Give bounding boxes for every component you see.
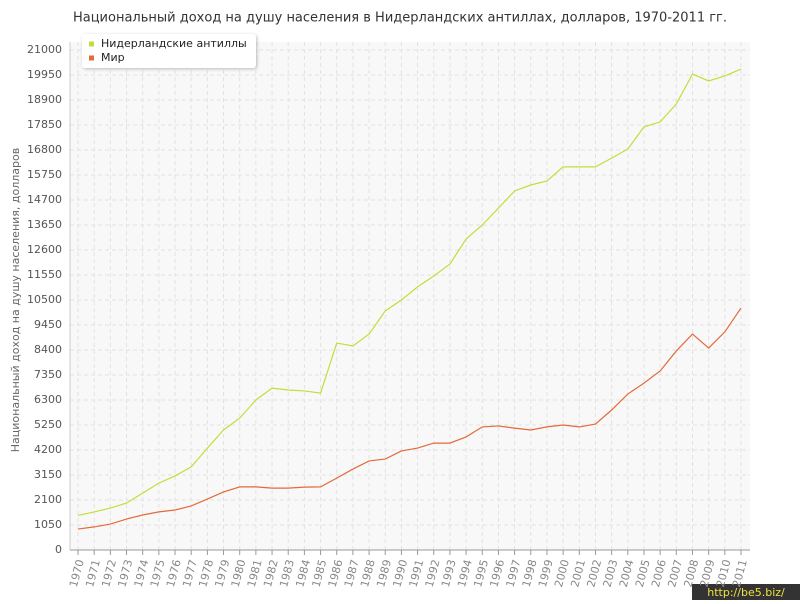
y-tick-label: 5250 <box>34 418 62 431</box>
y-tick-label: 9450 <box>34 318 62 331</box>
y-tick-label: 15750 <box>27 168 62 181</box>
legend-swatch <box>89 55 94 61</box>
watermark-bg <box>692 584 800 600</box>
y-tick-label: 6300 <box>34 393 62 406</box>
lines <box>77 68 742 530</box>
y-tick-label: 12600 <box>27 243 62 256</box>
y-tick-label: 7350 <box>34 368 62 381</box>
y-tick-label: 0 <box>55 543 62 556</box>
y-tick-label: 17850 <box>27 118 62 131</box>
legend-swatch <box>89 41 94 47</box>
y-tick-label: 21000 <box>27 43 62 56</box>
y-tick-label: 3150 <box>34 468 62 481</box>
legend-label: Нидерландские антиллы <box>101 37 247 50</box>
y-tick-label: 14700 <box>27 193 62 206</box>
y-tick-label: 8400 <box>34 343 62 356</box>
plot-area <box>70 42 750 550</box>
legend-box <box>82 34 256 68</box>
watermark: http://be5.biz/ <box>707 586 785 599</box>
y-tick-label: 16800 <box>27 143 62 156</box>
y-axis-title: Национальный доход на душу населения, до… <box>9 148 22 452</box>
y-tick-label: 1050 <box>34 518 62 531</box>
y-tick-label: 11550 <box>27 268 62 281</box>
chart-title: Национальный доход на душу населения в Н… <box>73 11 727 26</box>
y-tick-label: 4200 <box>34 443 62 456</box>
legend-label: Мир <box>101 51 125 64</box>
y-tick-label: 2100 <box>34 493 62 506</box>
y-tick-label: 10500 <box>27 293 62 306</box>
series-line <box>77 68 742 517</box>
series-line <box>77 307 742 530</box>
y-tick-label: 13650 <box>27 218 62 231</box>
y-tick-label: 18900 <box>27 93 62 106</box>
y-tick-label: 19950 <box>27 68 62 81</box>
